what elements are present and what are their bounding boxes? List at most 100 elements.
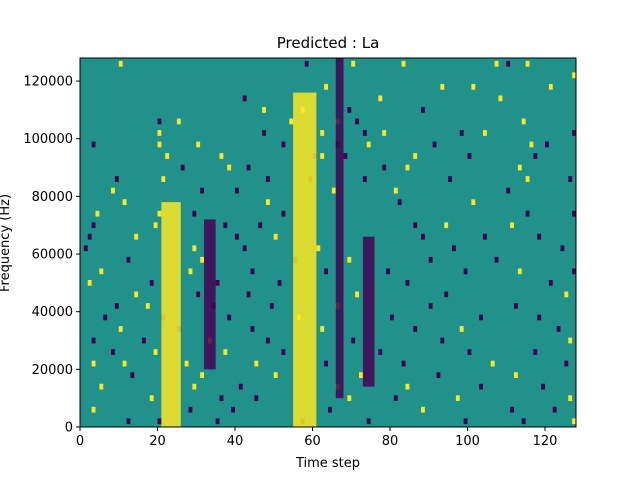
- heatmap-cell: [149, 395, 154, 402]
- heatmap-cell: [421, 406, 425, 413]
- heatmap-cell: [463, 268, 468, 275]
- heatmap-background: [80, 58, 576, 427]
- heatmap-cell: [525, 176, 530, 182]
- heatmap-cell: [347, 256, 352, 263]
- heatmap-cell: [444, 291, 449, 298]
- heatmap-cell: [99, 268, 104, 275]
- heatmap-cell: [537, 233, 542, 240]
- heatmap-cell: [122, 199, 127, 206]
- x-tick-label: 120: [533, 434, 558, 449]
- heatmap-cell: [405, 279, 410, 286]
- heatmap-cell: [479, 314, 484, 321]
- heatmap-cell: [343, 153, 348, 159]
- heatmap-cell: [320, 153, 325, 159]
- heatmap-cell: [517, 268, 522, 275]
- heatmap-cell: [537, 314, 542, 321]
- heatmap-cell: [262, 107, 267, 113]
- heatmap-cell: [161, 176, 166, 182]
- heatmap-cell: [192, 210, 197, 217]
- heatmap-cell: [262, 130, 267, 136]
- heatmap-cell: [227, 164, 232, 171]
- heatmap-cell: [506, 60, 511, 67]
- y-tick-label: 40000: [32, 305, 73, 320]
- heatmap-cell: [196, 291, 201, 298]
- high-value-band: [161, 202, 181, 427]
- heatmap-cell: [545, 141, 549, 148]
- heatmap-cell: [471, 199, 476, 206]
- heatmap-cell: [440, 337, 445, 344]
- heatmap-cell: [157, 118, 162, 125]
- heatmap-cell: [413, 222, 418, 229]
- y-tick-label: 60000: [32, 248, 73, 263]
- y-axis-label: Frequency (Hz): [0, 194, 13, 292]
- heatmap-cell: [215, 279, 220, 286]
- heatmap-cell: [533, 153, 538, 159]
- heatmap-cell: [568, 337, 573, 344]
- heatmap-cell: [219, 395, 224, 402]
- heatmap-cell: [393, 187, 398, 194]
- heatmap-cell: [114, 303, 119, 309]
- heatmap-cell: [572, 72, 577, 79]
- heatmap-cell: [254, 360, 259, 367]
- heatmap-cell: [556, 326, 561, 332]
- heatmap-cell: [506, 187, 511, 194]
- heatmap-cell: [572, 268, 577, 275]
- x-tick-label: 100: [455, 434, 480, 449]
- chart-title: Predicted : La: [277, 34, 380, 52]
- heatmap-cell: [320, 326, 325, 332]
- heatmap-cell: [223, 349, 228, 355]
- heatmap-cell: [188, 406, 193, 413]
- heatmap-cell: [111, 349, 115, 355]
- heatmap-cell: [564, 291, 569, 298]
- y-tick-label: 80000: [32, 190, 73, 205]
- heatmap-cell: [362, 176, 367, 182]
- heatmap-cell: [533, 349, 538, 355]
- heatmap-cell: [200, 256, 205, 263]
- heatmap-cell: [572, 418, 577, 425]
- heatmap-cell: [277, 279, 282, 286]
- heatmap-cell: [331, 187, 336, 194]
- heatmap-cell: [91, 141, 96, 148]
- heatmap-cell: [479, 383, 484, 390]
- heatmap-cell: [568, 176, 573, 182]
- heatmap-cell: [250, 268, 255, 275]
- heatmap-cell: [428, 256, 433, 263]
- heatmap-cell: [281, 349, 286, 355]
- plot-area: [79, 57, 577, 428]
- heatmap-cell: [529, 141, 534, 148]
- heatmap-cell: [510, 406, 515, 413]
- heatmap-cell: [235, 187, 239, 194]
- heatmap-cell: [351, 337, 356, 344]
- heatmap-cell: [459, 130, 464, 136]
- heatmap-cell: [91, 222, 96, 229]
- heatmap-cell: [548, 279, 553, 286]
- heatmap-cell: [459, 326, 464, 332]
- heatmap-cell: [254, 395, 259, 402]
- x-tick-label: 20: [149, 434, 166, 449]
- heatmap-cell: [548, 83, 553, 90]
- heatmap-cell: [525, 60, 530, 67]
- heatmap-cell: [266, 176, 270, 182]
- heatmap-cell: [223, 222, 228, 229]
- heatmap-cell: [227, 314, 232, 321]
- heatmap-cell: [273, 233, 278, 240]
- heatmap-cell: [483, 233, 487, 240]
- y-tick-label: 100000: [23, 132, 73, 147]
- heatmap-cell: [467, 153, 472, 159]
- heatmap-cell: [366, 141, 371, 148]
- heatmap-cell: [87, 279, 92, 286]
- heatmap-cell: [366, 418, 371, 425]
- heatmap-cell: [421, 233, 425, 240]
- heatmap-cell: [111, 187, 115, 194]
- heatmap-cell: [347, 107, 352, 113]
- y-tick-label: 20000: [32, 363, 73, 378]
- heatmap-cell: [521, 118, 526, 125]
- heatmap-cell: [184, 360, 189, 367]
- high-value-band: [293, 92, 317, 427]
- heatmap-cell: [362, 130, 367, 136]
- heatmap-cell: [405, 164, 410, 171]
- heatmap-cell: [196, 141, 201, 148]
- heatmap-cell: [560, 245, 565, 252]
- heatmap-cell: [386, 268, 391, 275]
- heatmap-cell: [103, 314, 108, 321]
